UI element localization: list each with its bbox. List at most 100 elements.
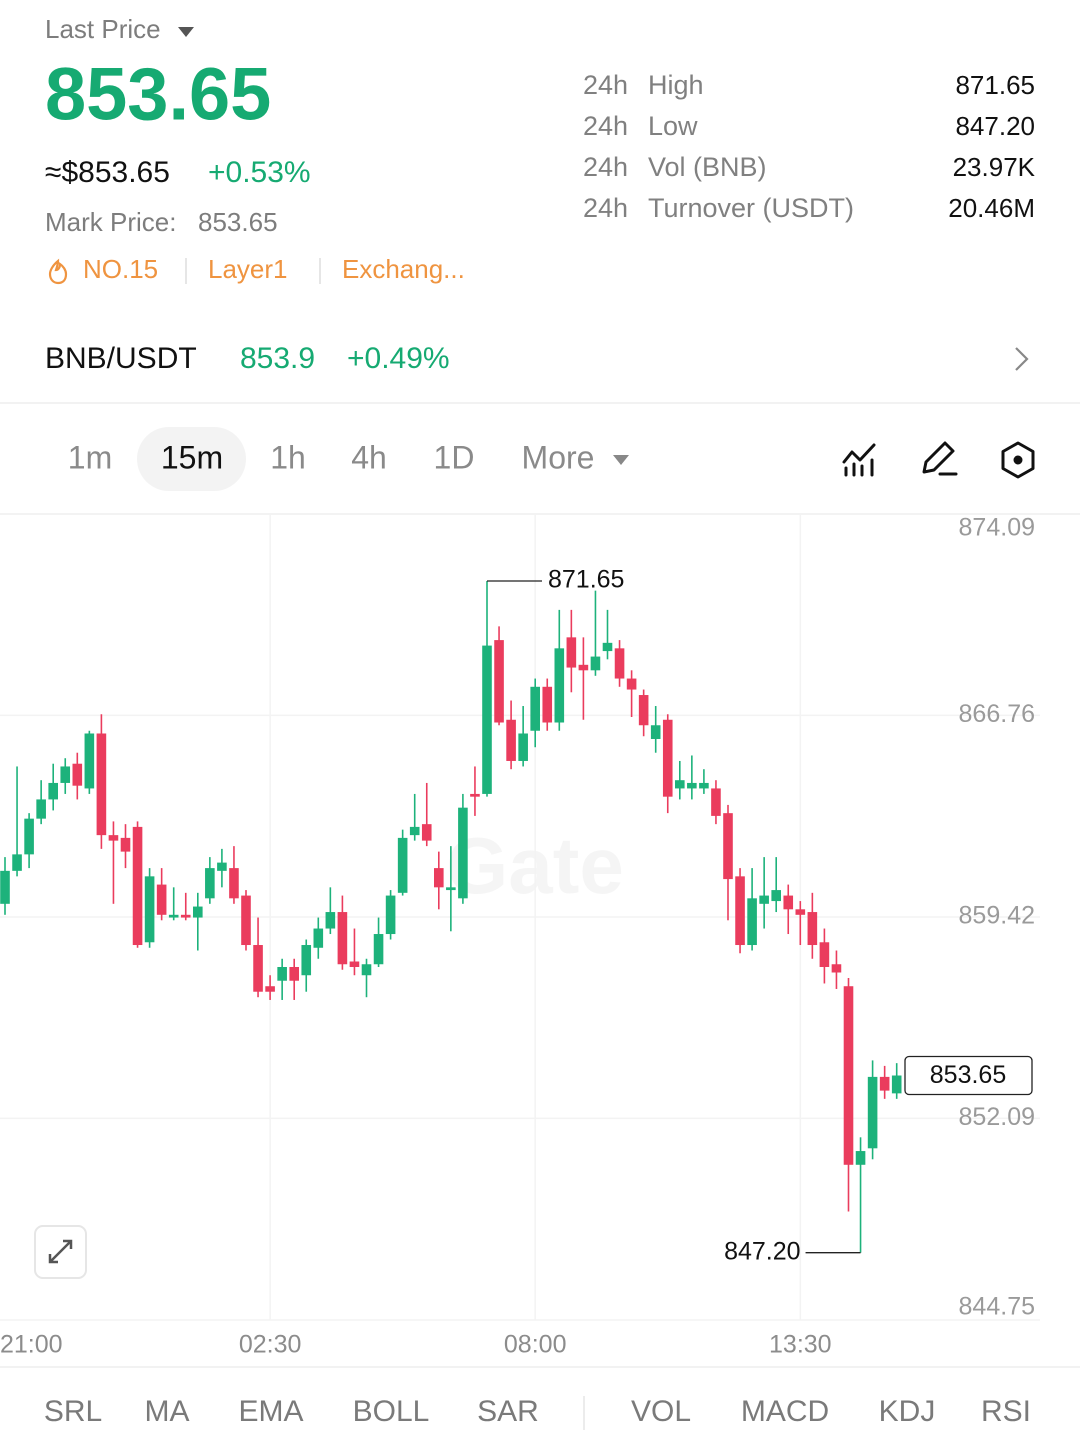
candle-body (687, 782, 697, 789)
candle-body (662, 719, 673, 797)
candle-body (590, 656, 601, 671)
last-price: 853.65 (45, 53, 271, 136)
draw-icon[interactable] (922, 441, 958, 476)
candle-body (506, 719, 516, 761)
usd-price: ≈$853.65 (45, 156, 170, 189)
candle-body (337, 912, 348, 965)
tag[interactable]: Exchang... (342, 254, 465, 284)
candle-body (807, 912, 818, 946)
interval-tab[interactable]: 1D (434, 439, 475, 475)
intervals: 1m 15m 1h 4h 1D More (68, 439, 595, 475)
y-tick-label: 859.42 (959, 902, 1035, 930)
x-tick-label: 08:00 (504, 1331, 567, 1359)
candle-body (12, 854, 22, 871)
interval-tab[interactable]: More (522, 439, 595, 475)
candle-body (301, 945, 312, 976)
candle-body (602, 642, 613, 652)
candle-body (542, 686, 553, 723)
indicator-tab[interactable]: EMA (238, 1395, 303, 1428)
candle-body (566, 637, 577, 668)
indicator-tab[interactable]: SAR (477, 1395, 539, 1428)
candle-body (193, 906, 203, 918)
candle-body (783, 895, 794, 910)
mark-price: 853.65 (198, 207, 278, 237)
candle-body (879, 1076, 890, 1091)
mark-price-label: Mark Price: (45, 207, 176, 237)
dropdown-icon[interactable] (178, 27, 194, 37)
settings-icon[interactable] (1001, 441, 1035, 479)
indicator-tab[interactable]: SRL (44, 1395, 102, 1428)
candle-body (373, 934, 384, 965)
stat-label: Low (648, 111, 698, 141)
candle-body (421, 824, 432, 841)
selected-pill (137, 427, 246, 491)
dropdown-icon[interactable] (613, 455, 629, 465)
interval-tab[interactable]: 4h (351, 439, 387, 475)
interval-tab[interactable]: 1h (270, 439, 306, 475)
tag[interactable]: NO.15 (83, 254, 158, 284)
candle-body (325, 912, 336, 929)
candle-body (84, 733, 95, 789)
indicator-tab[interactable]: BOLL (353, 1395, 430, 1428)
candle-body (313, 928, 324, 948)
candle-body (168, 914, 179, 918)
indicator-tabs: SRL MA EMA BOLL SAR VOL MACD KDJ RSI (44, 1395, 1031, 1428)
candle-body (482, 645, 492, 794)
candle-body (855, 1151, 866, 1165)
candle-body (735, 876, 745, 946)
indicator-tab[interactable]: VOL (631, 1395, 691, 1428)
price-change: +0.53% (208, 156, 311, 189)
indicator-icon[interactable] (842, 443, 876, 477)
indicator-tab[interactable]: RSI (981, 1395, 1031, 1428)
candle-body (349, 961, 360, 967)
candle-body (241, 895, 251, 946)
last-price-box (904, 1055, 1033, 1096)
candle-body (144, 876, 155, 943)
candle-body (723, 813, 733, 880)
candle-body (819, 942, 830, 967)
indicator-tab[interactable]: MA (145, 1395, 190, 1428)
stat-label: High (648, 70, 704, 100)
indicator-tab[interactable]: KDJ (879, 1395, 936, 1428)
candle-body (205, 868, 215, 899)
interval-tab[interactable]: 15m (161, 439, 223, 475)
candle-body (385, 895, 396, 935)
candle-body (843, 986, 854, 1165)
candle-body (120, 837, 131, 852)
candle-body (72, 763, 83, 786)
tag[interactable]: Layer1 (208, 254, 288, 284)
candle-body (156, 884, 167, 915)
candle-body (132, 826, 143, 946)
stat-label: Turnover (USDT) (648, 193, 854, 223)
candle-body (434, 868, 444, 888)
stat-value: 871.65 (955, 70, 1035, 100)
candle-body (530, 686, 540, 731)
expand-icon (48, 1239, 73, 1264)
candle-body (518, 733, 528, 761)
indicator-tab[interactable]: MACD (741, 1395, 829, 1428)
interval-tab[interactable]: 1m (68, 439, 112, 475)
last-price-label[interactable]: Last Price (45, 14, 161, 44)
candle-body (277, 966, 287, 981)
candle-body (229, 868, 239, 899)
candle-body (795, 909, 806, 915)
stat-value: 23.97K (953, 152, 1036, 182)
candle-body (759, 895, 769, 904)
pair-name[interactable]: BNB/USDT (45, 342, 197, 375)
candle-body (699, 782, 709, 789)
stat-value: 20.46M (948, 193, 1035, 223)
candle-body (36, 799, 46, 819)
candle-body (361, 964, 372, 976)
stats: 24h High 871.65 24h Low 847.20 24h Vol (BNB) 23.… (583, 70, 1036, 223)
candle-body (48, 782, 58, 800)
chevron[interactable] (1015, 347, 1029, 371)
candle-body (458, 807, 468, 899)
candle-body (446, 887, 456, 891)
stat-period: 24h (583, 193, 628, 223)
candle-body (650, 725, 661, 739)
candle-body (771, 890, 781, 902)
candle-body (867, 1076, 878, 1149)
candle-body (470, 793, 480, 797)
candle-body (253, 945, 263, 992)
divider (0, 1366, 1080, 1368)
